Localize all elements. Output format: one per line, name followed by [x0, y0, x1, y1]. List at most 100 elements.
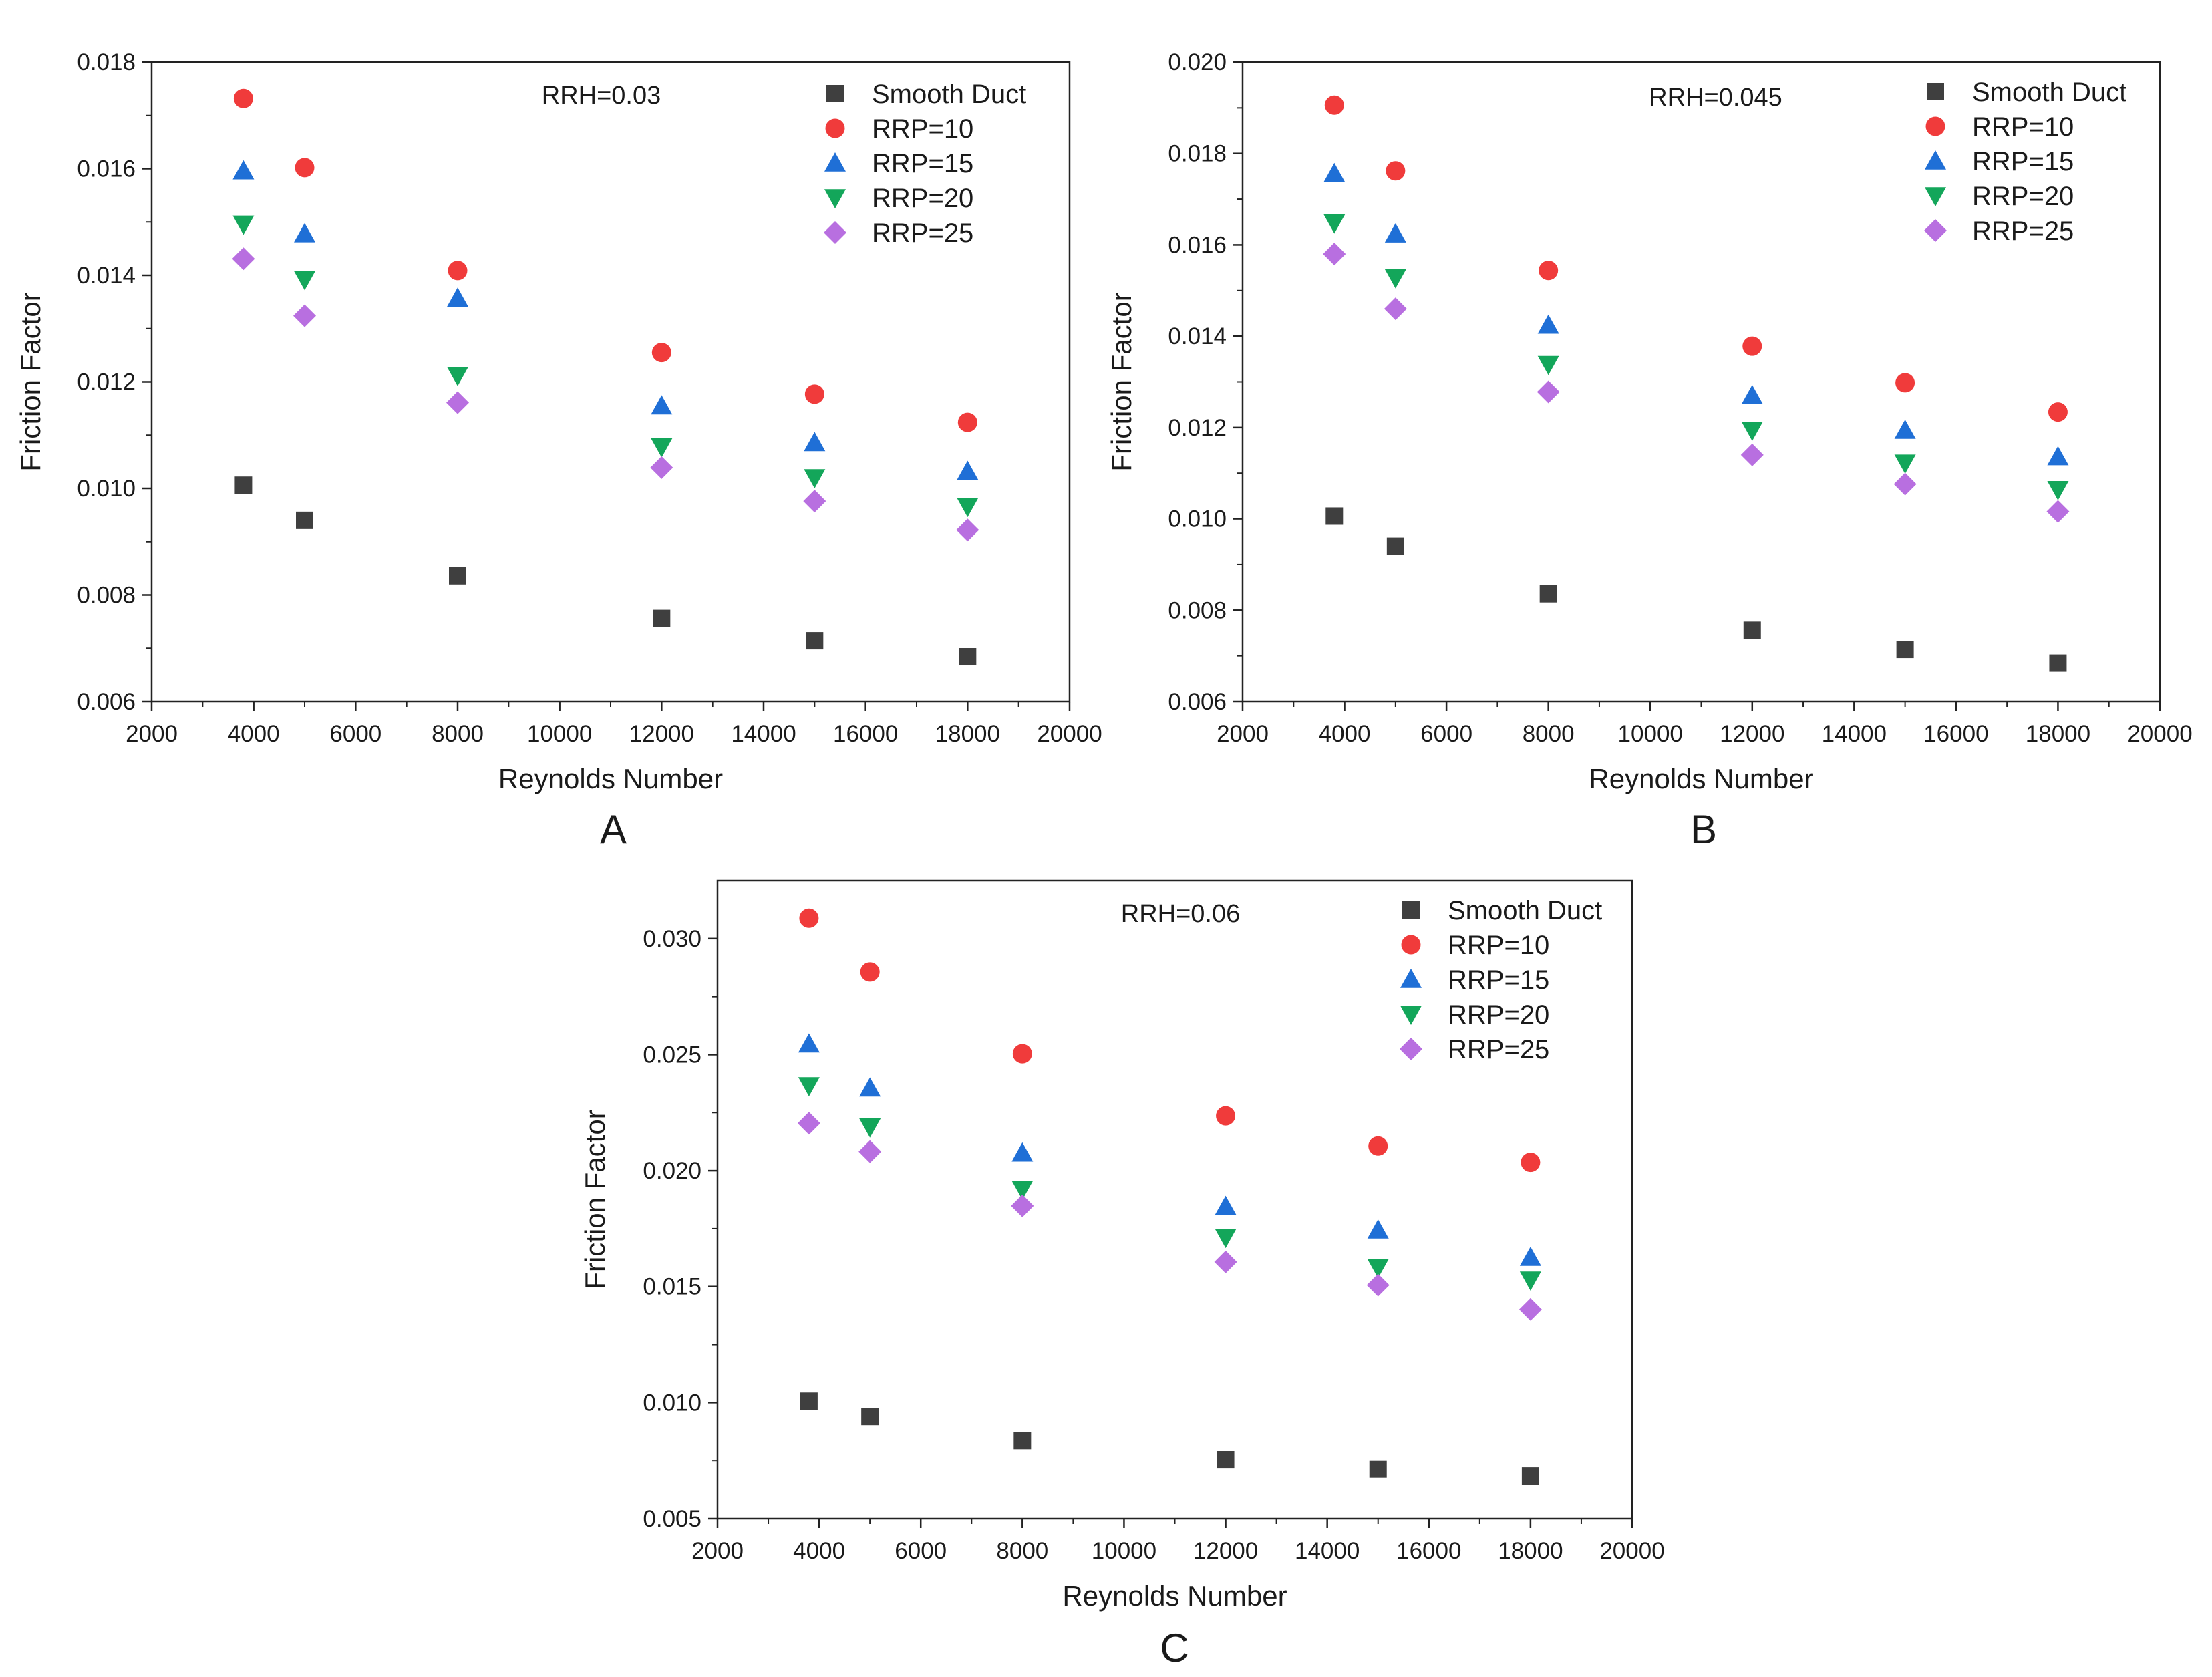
x-tick-label: 18000	[2026, 721, 2090, 747]
data-point	[1214, 1250, 1237, 1273]
data-point	[1539, 261, 1559, 281]
data-point	[295, 158, 315, 178]
data-point	[1521, 1467, 1539, 1485]
x-tick-label: 8000	[432, 721, 484, 747]
x-tick-label: 4000	[1319, 721, 1371, 747]
data-point	[1741, 385, 1763, 404]
legend-marker	[1402, 901, 1420, 919]
data-point	[1894, 454, 1916, 474]
data-point	[1537, 314, 1559, 334]
legend-label: RRP=20	[872, 184, 973, 213]
y-tick-label: 0.018	[1168, 141, 1227, 167]
data-point	[804, 469, 826, 489]
data-point	[800, 1392, 818, 1410]
data-point	[859, 1118, 881, 1138]
legend-label: Smooth Duct	[872, 80, 1026, 109]
y-tick-label: 0.010	[1168, 506, 1227, 532]
y-tick-label: 0.025	[643, 1042, 701, 1068]
legend-marker	[825, 118, 845, 138]
data-point	[1384, 223, 1406, 243]
y-tick-label: 0.008	[77, 583, 136, 609]
legend-marker	[1400, 1006, 1422, 1025]
x-tick-label: 6000	[329, 721, 381, 747]
x-tick-label: 12000	[1193, 1538, 1258, 1564]
legend-marker	[1924, 219, 1947, 242]
data-point	[1895, 373, 1915, 393]
data-point	[1011, 1142, 1034, 1162]
data-point	[860, 962, 880, 982]
y-tick-label: 0.020	[643, 1158, 701, 1184]
data-point	[1011, 1194, 1034, 1217]
legend-marker	[1927, 83, 1944, 100]
legend-label: RRP=25	[1972, 216, 2074, 246]
data-point	[1537, 380, 1560, 404]
x-tick-label: 20000	[1037, 721, 1102, 747]
y-tick-label: 0.012	[77, 369, 136, 396]
data-point	[1519, 1246, 1541, 1266]
data-point	[1217, 1451, 1235, 1469]
data-point	[797, 1112, 820, 1135]
data-point	[1893, 472, 1917, 496]
data-point	[1323, 162, 1346, 182]
data-point	[232, 215, 255, 235]
data-point	[1013, 1432, 1032, 1450]
data-point	[1384, 269, 1406, 289]
legend-label: RRP=15	[872, 149, 973, 178]
data-point	[956, 518, 979, 542]
data-point	[1537, 355, 1559, 375]
x-tick-label: 8000	[1523, 721, 1575, 747]
data-point	[806, 632, 824, 650]
data-point	[234, 476, 253, 494]
x-axis-title: Reynolds Number	[1589, 763, 1813, 794]
legend-marker	[1925, 116, 1945, 136]
x-tick-label: 10000	[1618, 721, 1683, 747]
y-tick-label: 0.010	[643, 1390, 701, 1416]
data-point	[1519, 1298, 1542, 1321]
y-tick-label: 0.016	[1168, 232, 1227, 258]
data-point	[1366, 1273, 1390, 1297]
data-point	[1367, 1259, 1389, 1279]
data-point	[233, 88, 253, 108]
data-point	[296, 511, 313, 529]
data-point	[651, 343, 671, 363]
x-tick-label: 16000	[1396, 1538, 1461, 1564]
y-tick-label: 0.015	[643, 1274, 701, 1300]
data-point	[449, 567, 466, 585]
data-point	[859, 1077, 881, 1097]
data-point	[2048, 402, 2068, 422]
data-point	[1519, 1271, 1541, 1291]
legend-marker	[1401, 935, 1421, 955]
data-point	[1215, 1195, 1237, 1215]
rrh-annotation: RRH=0.045	[1649, 84, 1782, 112]
data-point	[1896, 641, 1914, 659]
x-tick-label: 20000	[1599, 1538, 1664, 1564]
panel-letter: C	[1160, 1626, 1189, 1670]
data-point	[1012, 1044, 1032, 1064]
data-point	[293, 304, 316, 327]
data-point	[861, 1408, 879, 1426]
data-point	[1011, 1181, 1034, 1200]
legend-label: RRP=15	[1448, 965, 1549, 995]
data-point	[803, 490, 826, 513]
data-point	[1894, 419, 1916, 439]
y-tick-label: 0.006	[77, 689, 136, 715]
legend-label: RRP=20	[1448, 1000, 1549, 1030]
y-tick-label: 0.016	[77, 156, 136, 182]
data-point	[232, 247, 255, 271]
x-tick-label: 18000	[935, 721, 1000, 747]
legend-label: RRP=10	[1448, 931, 1549, 960]
y-tick-label: 0.018	[77, 49, 136, 75]
data-point	[446, 391, 469, 414]
y-tick-label: 0.014	[77, 263, 136, 289]
data-point	[1386, 537, 1404, 555]
y-tick-label: 0.006	[1168, 689, 1227, 715]
legend-marker	[824, 189, 846, 208]
data-point	[957, 460, 979, 480]
x-tick-label: 4000	[228, 721, 280, 747]
x-tick-label: 18000	[1498, 1538, 1563, 1564]
y-tick-label: 0.010	[77, 476, 136, 502]
y-axis-title: Friction Factor	[1106, 292, 1137, 471]
legend-label: RRP=25	[872, 218, 973, 248]
y-axis-title: Friction Factor	[15, 292, 46, 471]
